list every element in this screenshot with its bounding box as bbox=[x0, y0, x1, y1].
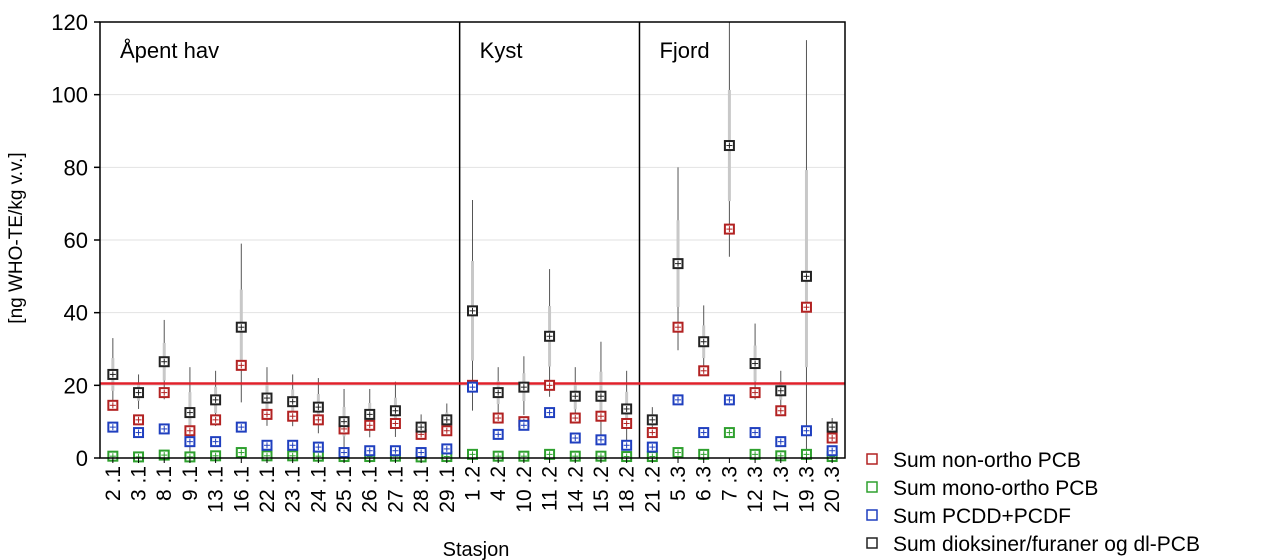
x-tick-label: 13 .1 bbox=[205, 466, 228, 513]
y-axis: 0 20 40 60 80 100 120 bbox=[51, 10, 100, 471]
region-dividers bbox=[458, 22, 641, 458]
region-label: Åpent hav bbox=[120, 38, 219, 63]
x-tick-label: 10 .2 bbox=[513, 466, 536, 513]
legend-marker bbox=[866, 453, 878, 465]
x-axis: 2 .1 3 .1 8 .1 9 .1 13 .1 16 .1 22 .1 23 .1 24 .… bbox=[102, 458, 844, 513]
x-tick-label: 9 .1 bbox=[179, 466, 202, 501]
x-tick-label: 12 .3 bbox=[744, 466, 767, 513]
legend-marker bbox=[866, 509, 878, 521]
x-tick-label: 15 .2 bbox=[590, 466, 613, 513]
y-tick-label: 60 bbox=[64, 228, 88, 253]
x-tick-label: 8 .1 bbox=[153, 466, 176, 501]
y-tick-label: 80 bbox=[64, 155, 88, 180]
x-tick-label: 16 .1 bbox=[230, 466, 253, 513]
x-tick-label: 27 .1 bbox=[384, 466, 407, 513]
data-points bbox=[107, 140, 838, 463]
x-tick-label: 4 .2 bbox=[487, 466, 510, 501]
legend-marker bbox=[866, 537, 878, 549]
x-tick-label: 7 .3 bbox=[718, 466, 741, 501]
x-tick-label: 11 .2 bbox=[539, 466, 562, 511]
region-label: Fjord bbox=[659, 38, 709, 63]
x-tick-label: 18 .2 bbox=[616, 466, 639, 513]
x-tick-label: 19 .3 bbox=[795, 466, 818, 513]
x-tick-label: 22 .1 bbox=[256, 466, 279, 513]
y-tick-label: 120 bbox=[51, 10, 88, 35]
legend-label: Sum PCDD+PCDF bbox=[893, 505, 1071, 528]
y-tick-label: 20 bbox=[64, 373, 88, 398]
legend-label: Sum non-ortho PCB bbox=[893, 449, 1081, 472]
legend-label: Sum mono-ortho PCB bbox=[893, 477, 1098, 500]
x-tick-label: 17 .3 bbox=[770, 466, 793, 513]
x-tick-label: 25 .1 bbox=[333, 466, 356, 513]
x-tick-label: 2 .1 bbox=[102, 466, 125, 501]
legend-marker bbox=[866, 481, 878, 493]
x-tick-label: 21 .2 bbox=[641, 466, 664, 513]
x-tick-label: 14 .2 bbox=[564, 466, 587, 513]
y-tick-label: 0 bbox=[76, 446, 88, 471]
x-tick-label: 6 .3 bbox=[693, 466, 716, 501]
error-box bbox=[804, 170, 808, 368]
region-labels: Åpent hav Kyst Fjord bbox=[120, 38, 710, 63]
legend: Sum non-ortho PCB Sum mono-ortho PCB Sum P… bbox=[866, 449, 1200, 556]
x-tick-label: 29 .1 bbox=[436, 466, 459, 513]
x-axis-title: Stasjon bbox=[443, 539, 510, 560]
x-tick-label: 20 .3 bbox=[821, 466, 844, 513]
y-tick-label: 100 bbox=[51, 83, 88, 108]
x-tick-label: 3 .1 bbox=[128, 466, 151, 501]
x-tick-label: 24 .1 bbox=[307, 466, 330, 513]
x-tick-label: 23 .1 bbox=[282, 466, 305, 513]
y-axis-title: [ng WHO-TE/kg v.v.] bbox=[6, 152, 27, 323]
region-label: Kyst bbox=[480, 38, 523, 63]
y-tick-label: 40 bbox=[64, 301, 88, 326]
x-tick-label: 28 .1 bbox=[410, 466, 433, 513]
legend-label: Sum dioksiner/furaner og dl-PCB bbox=[893, 533, 1200, 556]
x-tick-label: 26 .1 bbox=[359, 466, 382, 513]
x-tick-label: 1 .2 bbox=[462, 466, 485, 501]
x-tick-label: 5 .3 bbox=[667, 466, 690, 501]
